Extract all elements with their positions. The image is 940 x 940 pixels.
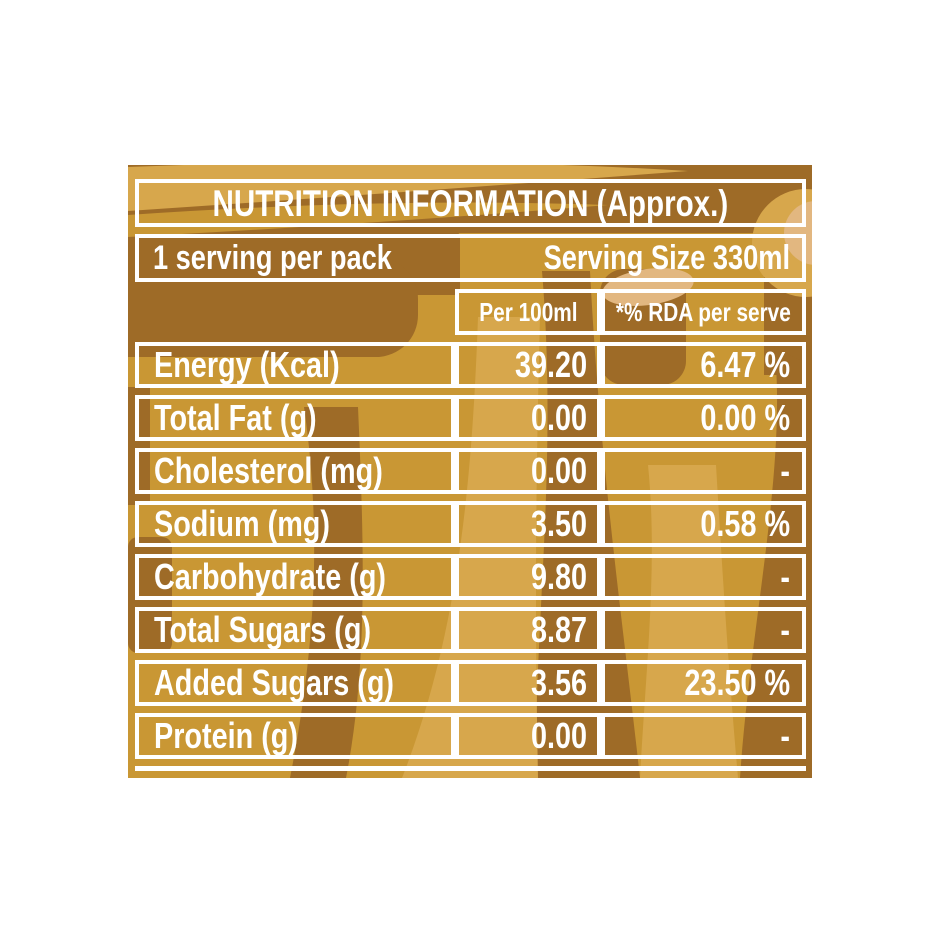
nutrient-name: Sodium (mg) [154, 503, 330, 544]
row-added-sugars: Added Sugars (g) 3.56 23.50 % [135, 660, 806, 706]
nutrient-rda: 0.00 % [700, 397, 790, 438]
header-rda-cell: *% RDA per serve [601, 289, 806, 335]
nutrient-rda-cell: - [601, 448, 806, 494]
serving-size-text: Serving Size 330ml [543, 239, 790, 277]
serving-row: 1 serving per pack Serving Size 330ml [135, 234, 806, 282]
title-cell: NUTRITION INFORMATION (Approx.) [135, 179, 806, 227]
nutrient-per-100ml: 0.00 [530, 397, 587, 438]
nutrient-name-cell: Carbohydrate (g) [135, 554, 455, 600]
nutrient-name-cell: Protein (g) [135, 713, 455, 759]
servings-per-pack-text: 1 serving per pack [153, 239, 392, 277]
nutrient-per-100ml: 0.00 [530, 450, 587, 491]
nutrient-per-100ml-cell: 3.50 [455, 501, 601, 547]
row-sodium: Sodium (mg) 3.50 0.58 % [135, 501, 806, 547]
nutrient-per-100ml-cell: 9.80 [455, 554, 601, 600]
nutrient-rda: 0.58 % [700, 503, 790, 544]
nutrient-name: Carbohydrate (g) [154, 556, 387, 597]
nutrient-per-100ml-cell: 0.00 [455, 395, 601, 441]
nutrient-name-cell: Energy (Kcal) [135, 342, 455, 388]
page-title: NUTRITION INFORMATION (Approx.) [212, 182, 729, 224]
nutrient-rda: 6.47 % [700, 344, 790, 385]
row-energy: Energy (Kcal) 39.20 6.47 % [135, 342, 806, 388]
nutrient-per-100ml-cell: 0.00 [455, 713, 601, 759]
nutrient-rda-cell: - [601, 713, 806, 759]
nutrient-per-100ml-cell: 0.00 [455, 448, 601, 494]
nutrient-name: Total Fat (g) [154, 397, 317, 438]
header-per-100ml-text: Per 100ml [478, 297, 578, 327]
nutrient-rda: 23.50 % [684, 662, 790, 703]
nutrient-name-cell: Total Fat (g) [135, 395, 455, 441]
nutrient-per-100ml: 3.56 [530, 662, 587, 703]
nutrient-rda-cell: 23.50 % [601, 660, 806, 706]
nutrient-per-100ml: 8.87 [530, 609, 587, 650]
row-carbohydrate: Carbohydrate (g) 9.80 - [135, 554, 806, 600]
nutrient-rda-cell: 0.00 % [601, 395, 806, 441]
nutrient-rda-cell: 6.47 % [601, 342, 806, 388]
bottom-divider [135, 766, 806, 771]
nutrition-table: NUTRITION INFORMATION (Approx.) 1 servin… [135, 179, 806, 771]
nutrient-rda-cell: 0.58 % [601, 501, 806, 547]
nutrient-rda: - [780, 715, 790, 756]
nutrient-name: Energy (Kcal) [154, 344, 340, 385]
nutrient-rda: - [780, 609, 790, 650]
header-rda-text: *% RDA per serve [616, 297, 791, 327]
nutrition-label: NUTRITION INFORMATION (Approx.) 1 servin… [128, 165, 812, 778]
nutrient-per-100ml-cell: 8.87 [455, 607, 601, 653]
row-protein: Protein (g) 0.00 - [135, 713, 806, 759]
nutrient-per-100ml: 39.20 [514, 344, 587, 385]
row-total-sugars: Total Sugars (g) 8.87 - [135, 607, 806, 653]
header-empty-cell [135, 289, 455, 335]
nutrient-name: Added Sugars (g) [154, 662, 395, 703]
nutrient-per-100ml: 0.00 [530, 715, 587, 756]
nutrient-per-100ml-cell: 3.56 [455, 660, 601, 706]
nutrient-rda-cell: - [601, 554, 806, 600]
nutrient-name: Cholesterol (mg) [154, 450, 383, 491]
nutrient-name-cell: Sodium (mg) [135, 501, 455, 547]
title-row: NUTRITION INFORMATION (Approx.) [135, 179, 806, 227]
column-header-row: Per 100ml *% RDA per serve [135, 289, 806, 335]
header-per-100ml-cell: Per 100ml [455, 289, 601, 335]
row-cholesterol: Cholesterol (mg) 0.00 - [135, 448, 806, 494]
nutrient-rda: - [780, 556, 790, 597]
serving-cell: 1 serving per pack Serving Size 330ml [135, 234, 806, 282]
nutrient-name-cell: Cholesterol (mg) [135, 448, 455, 494]
nutrient-name: Protein (g) [154, 715, 298, 756]
nutrient-rda-cell: - [601, 607, 806, 653]
row-total-fat: Total Fat (g) 0.00 0.00 % [135, 395, 806, 441]
nutrient-per-100ml: 9.80 [530, 556, 587, 597]
nutrient-name-cell: Total Sugars (g) [135, 607, 455, 653]
nutrient-name-cell: Added Sugars (g) [135, 660, 455, 706]
nutrient-rda: - [780, 450, 790, 491]
nutrient-per-100ml-cell: 39.20 [455, 342, 601, 388]
nutrient-per-100ml: 3.50 [530, 503, 587, 544]
nutrient-name: Total Sugars (g) [154, 609, 372, 650]
